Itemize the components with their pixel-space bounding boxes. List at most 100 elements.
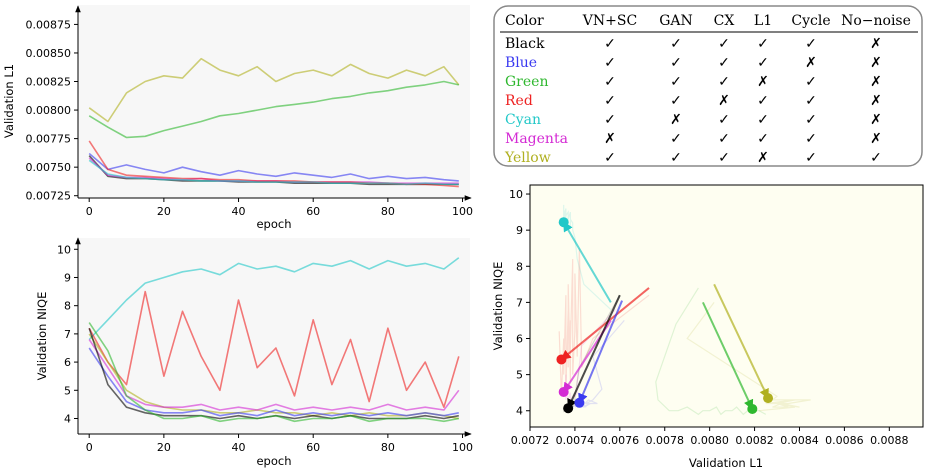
y-axis-label: Validation L1: [2, 64, 16, 138]
cross-mark: ✗: [870, 55, 882, 71]
row-label-black: Black: [505, 36, 545, 52]
y-tick-label: 0.00850: [26, 47, 72, 60]
cross-mark: ✗: [805, 55, 817, 71]
x-tick-label: 100: [452, 205, 473, 218]
arrow-green: [702, 301, 754, 410]
x-tick-label: 40: [232, 205, 246, 218]
row-label-red: Red: [505, 93, 533, 109]
table-frame: [493, 5, 923, 167]
x-tick-label: 0: [86, 441, 93, 454]
plot-background: [530, 185, 923, 427]
tick-labels: 0.0072 0.0074 0.0076 0.0078 0.0080 0.0082 0.00…: [509, 188, 909, 447]
series-line-blue: [88, 152, 459, 182]
check-mark: ✓: [805, 74, 817, 90]
endpoint-green: [747, 403, 758, 414]
endpoint-black: [563, 403, 574, 414]
y-tick-label: 5: [64, 384, 71, 397]
check-mark: ✓: [670, 55, 682, 71]
series-lines: [88, 257, 460, 423]
y-tick-label: 0.00825: [26, 76, 72, 89]
check-mark: ✓: [718, 112, 730, 128]
y-tick-label: 8: [516, 260, 523, 273]
endpoint-magenta: [558, 386, 569, 397]
row-label-magenta: Magenta: [505, 131, 568, 147]
header-vn-sc: VN+SC: [582, 13, 637, 29]
header-l1: L1: [754, 13, 772, 29]
x-tick-label: 80: [381, 205, 395, 218]
check-mark: ✓: [604, 55, 616, 71]
endpoint-cyan: [558, 217, 569, 228]
x-tick-label: 0.0086: [825, 434, 864, 447]
series-lines: [88, 57, 460, 188]
row-label-green: Green: [505, 74, 548, 90]
trajectory-cyan: [563, 204, 612, 311]
endpoint-blue: [574, 397, 585, 408]
check-mark: ✓: [757, 36, 769, 52]
check-mark: ✓: [604, 150, 616, 166]
check-mark: ✓: [757, 112, 769, 128]
y-tick-label: 9: [64, 271, 71, 284]
cross-mark: ✗: [718, 93, 730, 109]
check-mark: ✓: [604, 74, 616, 90]
y-tick-label: 0.00775: [26, 133, 72, 146]
x-tick-label: 20: [157, 441, 171, 454]
row-label-yellow: Yellow: [504, 150, 551, 166]
y-tick-label: 7: [516, 296, 523, 309]
x-tick-label: 0.0072: [511, 434, 550, 447]
cross-mark: ✗: [870, 74, 882, 90]
header-no-noise: No−noise: [841, 13, 911, 29]
x-tick-label: 0.0080: [690, 434, 729, 447]
y-tick-label: 0.00875: [26, 18, 72, 31]
x-axis-label: epoch: [256, 217, 291, 231]
header-gan: GAN: [659, 13, 693, 29]
y-axis-label: Validation NIQE: [491, 262, 505, 351]
x-tick-label: 80: [381, 441, 395, 454]
x-tick-label: 0.0082: [735, 434, 774, 447]
y-tick-label: 8: [64, 300, 71, 313]
header-cycle: Cycle: [791, 13, 830, 29]
series-line-yellow: [88, 57, 460, 123]
check-mark: ✓: [670, 131, 682, 147]
series-line-red: [88, 290, 460, 408]
series-line-yellow: [88, 333, 459, 420]
check-mark: ✓: [670, 93, 682, 109]
series-line-green: [88, 80, 459, 139]
x-tick-label: 0.0074: [556, 434, 595, 447]
arrow-yellow: [713, 283, 769, 400]
x-tick-label: 40: [232, 441, 246, 454]
plot-background: [78, 5, 470, 198]
check-mark: ✓: [718, 74, 730, 90]
check-mark: ✓: [757, 55, 769, 71]
check-mark: ✓: [670, 150, 682, 166]
cross-mark: ✗: [870, 93, 882, 109]
check-mark: ✓: [870, 150, 882, 166]
x-tick-label: 60: [306, 441, 320, 454]
method-legend-table: Color VN+SC GAN CX L1 Cycle No−noise Black ✓ ✓ ✓ ✓ ✓…: [493, 5, 923, 167]
check-mark: ✓: [718, 150, 730, 166]
check-mark: ✓: [718, 55, 730, 71]
l1-vs-epoch-chart: 0 20 40 60 80 100 0.00725 0.00750 0.00775 0.00800…: [2, 5, 473, 231]
arrow-cyan: [562, 221, 612, 303]
cross-mark: ✗: [870, 112, 882, 128]
check-mark: ✓: [604, 112, 616, 128]
arrow-blue: [578, 300, 623, 404]
check-mark: ✓: [718, 36, 730, 52]
check-mark: ✓: [805, 36, 817, 52]
niqe-vs-l1-chart: 0.0072 0.0074 0.0076 0.0078 0.0080 0.0082 0.00…: [491, 184, 924, 470]
check-mark: ✓: [757, 93, 769, 109]
endpoint-yellow: [763, 393, 774, 404]
check-mark: ✓: [805, 131, 817, 147]
check-mark: ✓: [757, 131, 769, 147]
check-mark: ✓: [805, 93, 817, 109]
check-mark: ✓: [805, 112, 817, 128]
x-tick-label: 0.0078: [645, 434, 684, 447]
check-mark: ✓: [604, 93, 616, 109]
y-tick-label: 9: [516, 224, 523, 237]
x-tick-label: 0.0088: [870, 434, 909, 447]
cross-mark: ✗: [670, 112, 682, 128]
y-tick-label: 6: [64, 356, 71, 369]
cross-mark: ✗: [757, 150, 769, 166]
y-tick-label: 0.00750: [26, 161, 72, 174]
row-label-cyan: Cyan: [505, 112, 541, 128]
